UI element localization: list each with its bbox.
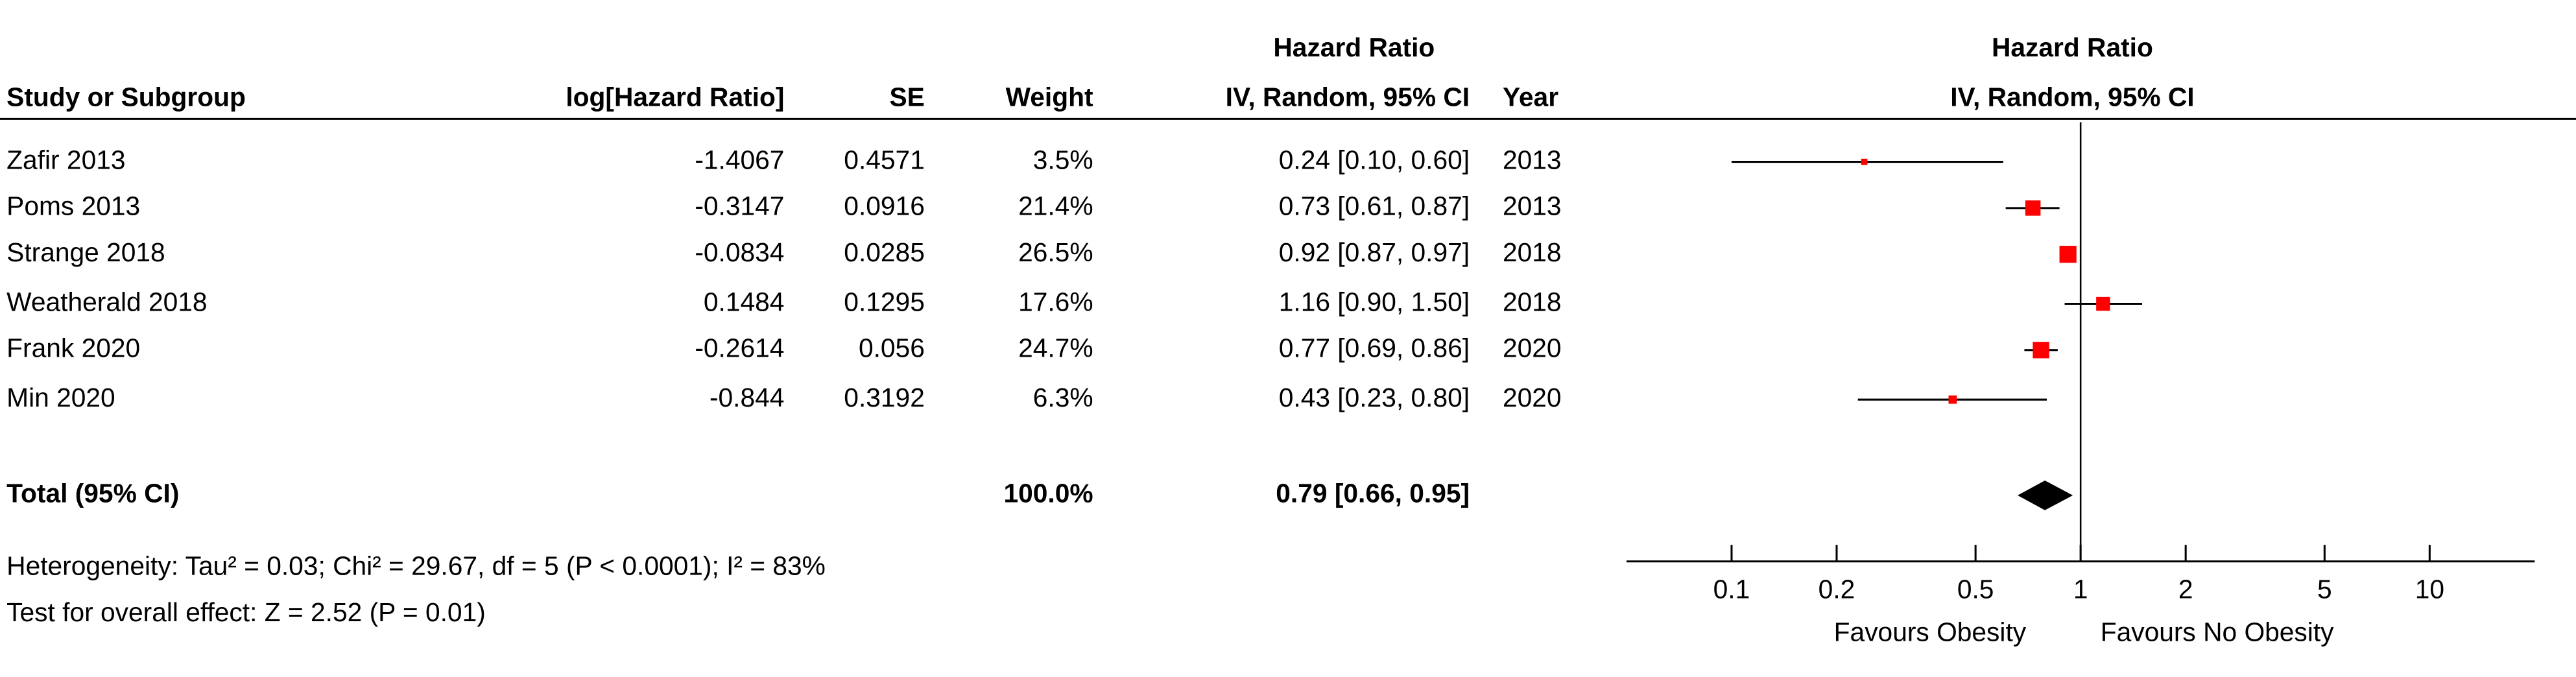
- weight: 3.5%: [1033, 145, 1093, 174]
- x-tick-label: 5: [2317, 574, 2332, 604]
- header: Hazard Ratio: [1992, 32, 2153, 62]
- weight: 21.4%: [1018, 191, 1093, 221]
- study-name: Strange 2018: [6, 237, 165, 267]
- weight: 6.3%: [1033, 383, 1093, 412]
- overall-effect: Test for overall effect: Z = 2.52 (P = 0…: [6, 597, 486, 627]
- log-hr: 0.1484: [704, 287, 785, 316]
- point-estimate: [2025, 200, 2041, 216]
- study-name: Poms 2013: [6, 191, 140, 221]
- x-label-left: Favours Obesity: [1834, 617, 2027, 647]
- point-estimate: [2096, 296, 2110, 311]
- log-hr: -0.2614: [695, 333, 784, 363]
- header: Weight: [1006, 82, 1093, 112]
- header: Hazard Ratio: [1273, 32, 1435, 62]
- se: 0.4571: [844, 145, 925, 174]
- pooled-diamond: [2018, 480, 2073, 510]
- x-tick-label: 0.1: [1713, 574, 1750, 604]
- hazard-ratio: 1.16 [0.90, 1.50]: [1279, 287, 1470, 316]
- heterogeneity: Heterogeneity: Tau² = 0.03; Chi² = 29.67…: [6, 551, 826, 581]
- se: 0.056: [859, 333, 925, 363]
- se: 0.3192: [844, 383, 925, 412]
- year: 2018: [1503, 287, 1562, 316]
- year: 2013: [1503, 191, 1562, 221]
- year: 2018: [1503, 237, 1562, 267]
- study-name: Min 2020: [6, 383, 115, 412]
- x-tick-label: 2: [2178, 574, 2193, 604]
- header: IV, Random, 95% CI: [1226, 82, 1470, 112]
- study-name: Frank 2020: [6, 333, 140, 363]
- weight: 26.5%: [1018, 237, 1093, 267]
- log-hr: -0.844: [710, 383, 784, 412]
- point-estimate: [1861, 158, 1868, 165]
- hazard-ratio: 0.77 [0.69, 0.86]: [1279, 333, 1470, 363]
- x-tick-label: 0.5: [1957, 574, 1994, 604]
- se: 0.0285: [844, 237, 925, 267]
- study-name: Weatherald 2018: [6, 287, 207, 316]
- se: 0.1295: [844, 287, 925, 316]
- header: IV, Random, 95% CI: [1950, 82, 2194, 112]
- x-tick-label: 1: [2073, 574, 2088, 604]
- weight: 17.6%: [1018, 287, 1093, 316]
- total-name: Total (95% CI): [6, 479, 179, 508]
- x-label-right: Favours No Obesity: [2101, 617, 2334, 647]
- hazard-ratio: 0.73 [0.61, 0.87]: [1279, 191, 1470, 221]
- header: Year: [1503, 82, 1558, 112]
- hazard-ratio: 0.43 [0.23, 0.80]: [1279, 383, 1470, 412]
- hazard-ratio: 0.92 [0.87, 0.97]: [1279, 237, 1470, 267]
- point-estimate: [1948, 395, 1957, 404]
- total-hazard-ratio: 0.79 [0.66, 0.95]: [1276, 479, 1470, 508]
- year: 2020: [1503, 383, 1562, 412]
- point-estimate: [2059, 246, 2077, 263]
- point-estimate: [2033, 342, 2049, 359]
- log-hr: -0.0834: [695, 237, 784, 267]
- total-weight: 100.0%: [1003, 479, 1093, 508]
- x-tick-label: 10: [2415, 574, 2444, 604]
- year: 2013: [1503, 145, 1562, 174]
- se: 0.0916: [844, 191, 925, 221]
- hazard-ratio: 0.24 [0.10, 0.60]: [1279, 145, 1470, 174]
- x-tick-label: 0.2: [1819, 574, 1855, 604]
- header: log[Hazard Ratio]: [566, 82, 784, 112]
- log-hr: -0.3147: [695, 191, 784, 221]
- header: SE: [890, 82, 925, 112]
- weight: 24.7%: [1018, 333, 1093, 363]
- header: Study or Subgroup: [6, 82, 246, 112]
- log-hr: -1.4067: [695, 145, 784, 174]
- study-name: Zafir 2013: [6, 145, 125, 174]
- year: 2020: [1503, 333, 1562, 363]
